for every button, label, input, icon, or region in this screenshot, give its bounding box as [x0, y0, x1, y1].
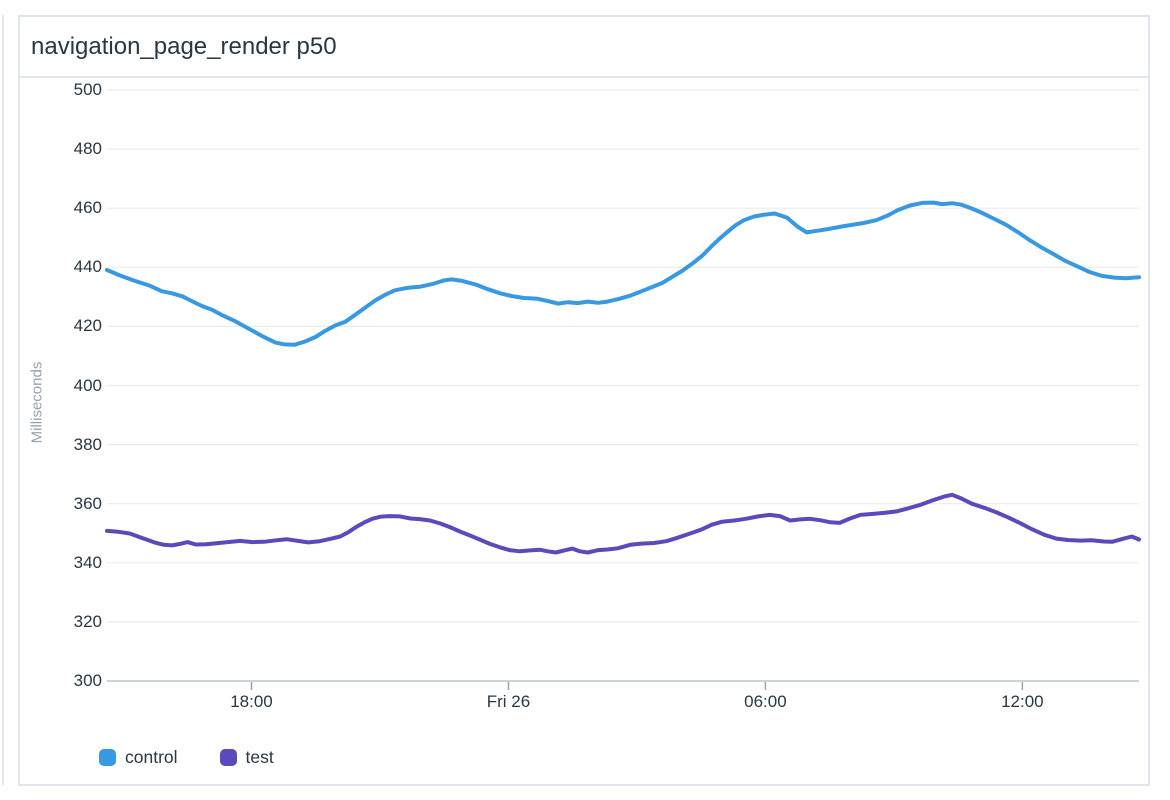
panel-title: navigation_page_render p50: [20, 17, 1148, 78]
legend-swatch-test: [219, 749, 237, 766]
legend-label: control: [125, 747, 178, 767]
chart-panel: navigation_page_render p50: [18, 15, 1150, 786]
legend-item-test[interactable]: test: [219, 747, 274, 768]
legend-swatch-control: [99, 749, 116, 766]
adjacent-panel-edge: [2, 15, 4, 785]
legend-label: test: [245, 747, 274, 767]
legend: control test: [99, 747, 316, 768]
legend-item-control[interactable]: control: [99, 747, 178, 768]
